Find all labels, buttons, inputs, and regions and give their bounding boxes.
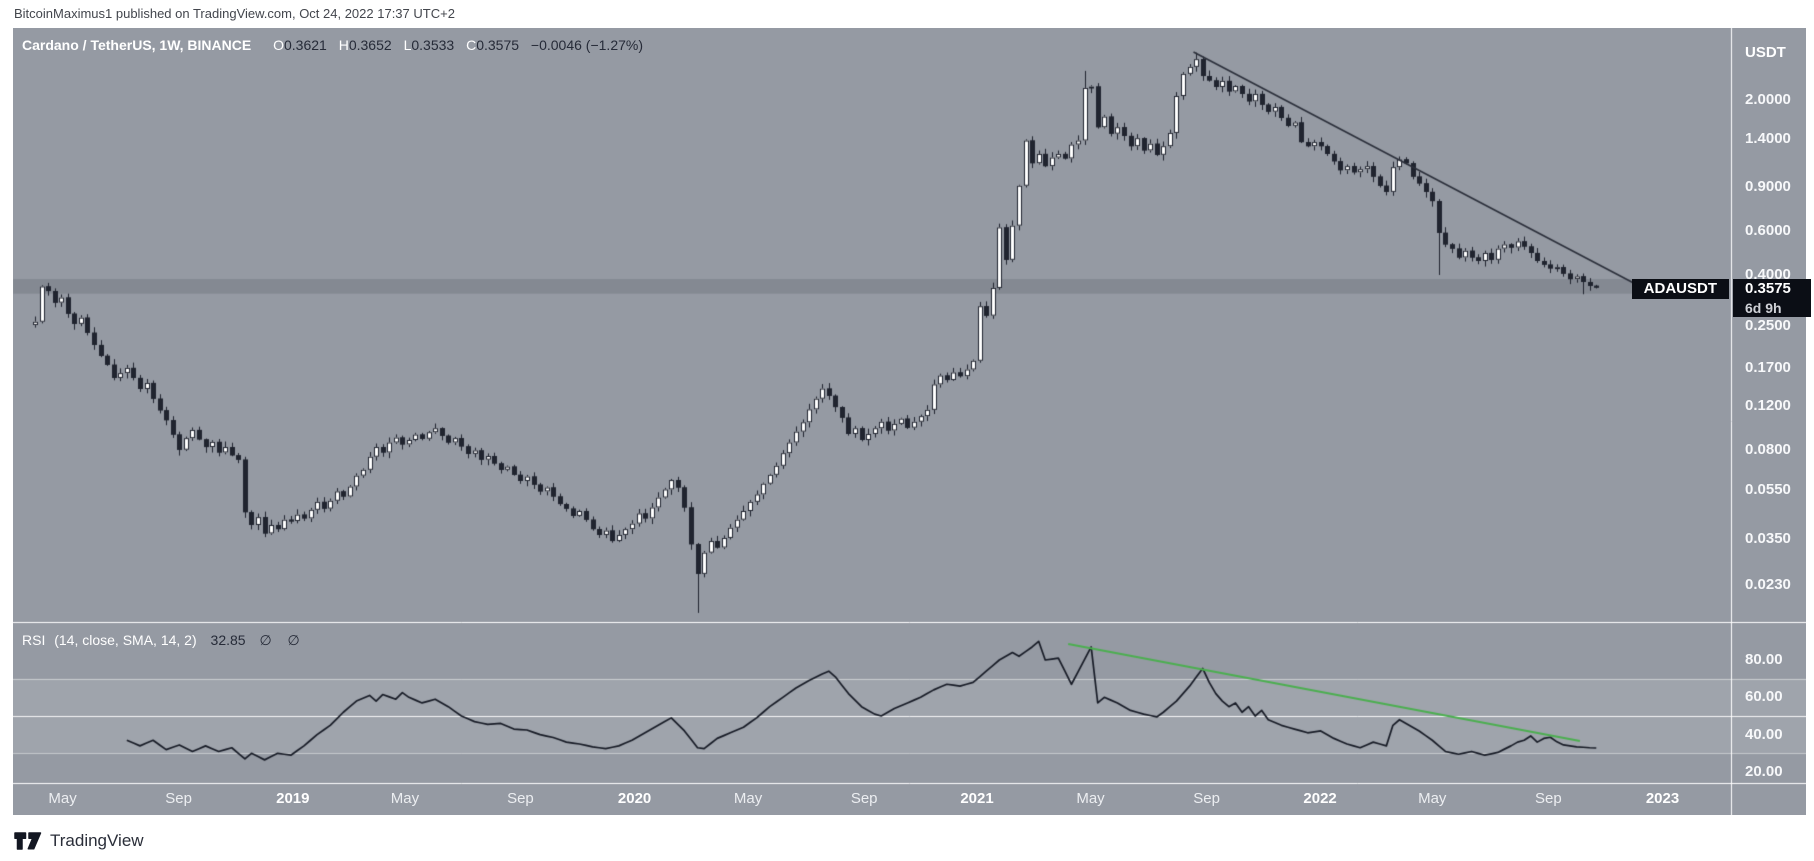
price-axis-label: 0.2500	[1745, 317, 1791, 334]
currency-label: USDT	[1745, 44, 1786, 61]
time-axis-label: Sep	[1535, 790, 1562, 807]
tradingview-logo-icon	[14, 832, 42, 850]
price-axis-label: 0.1700	[1745, 358, 1791, 376]
ohlc-close-label: C	[466, 37, 477, 53]
time-axis-label: 2021	[960, 790, 994, 807]
ohlc-open-label: O	[273, 37, 284, 53]
ohlc-open-value: 0.3621	[284, 37, 327, 53]
time-axis-label: 2022	[1303, 790, 1337, 807]
time-axis-label: Sep	[507, 790, 534, 807]
rsi-title: RSI	[22, 632, 46, 648]
time-axis-label: Sep	[1193, 790, 1220, 807]
time-axis-label: May	[390, 790, 420, 807]
time-axis-label: Sep	[165, 790, 193, 807]
last-price-badge: 0.3575	[1733, 279, 1811, 299]
symbol-badge: ADAUSDT	[1631, 279, 1729, 299]
price-axis-label: 1.4000	[1745, 129, 1791, 147]
symbol-title: Cardano / TetherUS, 1W, BINANCE	[22, 37, 252, 53]
rsi-axis-label: 60.00	[1745, 688, 1783, 706]
time-axis-label: 2023	[1645, 790, 1680, 807]
chart-canvas[interactable]	[13, 28, 1806, 815]
ohlc-close-value: 0.3575	[476, 37, 520, 53]
ohlc-high-label: H	[338, 37, 349, 53]
price-axis-label: 0.0800	[1745, 440, 1791, 458]
time-axis-label: May	[1418, 790, 1447, 807]
attribution-text: BitcoinMaximus1 published on TradingView…	[14, 6, 455, 21]
rsi-value: 32.85	[210, 632, 246, 648]
price-axis-label: 0.0350	[1745, 530, 1791, 548]
price-axis-label: 0.0550	[1745, 481, 1791, 499]
tradingview-logo[interactable]: TradingView	[14, 831, 144, 851]
change-value: −0.0046 (−1.27%)	[530, 37, 644, 53]
ohlc-high-value: 0.3652	[348, 37, 392, 53]
time-axis-label: 2019	[276, 790, 310, 807]
time-axis-label: May	[733, 790, 763, 807]
rsi-params: (14, close, SMA, 14, 2)	[54, 632, 197, 648]
rsi-ma-empty: ∅ ∅	[259, 632, 306, 648]
rsi-legend: RSI (14, close, SMA, 14, 2) 32.85 ∅ ∅	[22, 632, 306, 649]
time-axis-label: May	[1076, 790, 1105, 807]
rsi-axis-label: 80.00	[1745, 651, 1783, 668]
price-axis-label: 0.1200	[1745, 396, 1791, 414]
price-axis-label: 2.0000	[1745, 91, 1791, 109]
tradingview-logo-text: TradingView	[50, 831, 144, 850]
price-axis-label: 0.4000	[1745, 265, 1791, 283]
symbol-legend: Cardano / TetherUS, 1W, BINANCE O0.3621 …	[22, 37, 643, 53]
rsi-axis-label: 20.00	[1745, 763, 1783, 780]
ohlc-low-label: L	[403, 37, 412, 53]
time-axis-label: 2020	[617, 790, 652, 807]
chart-container: Cardano / TetherUS, 1W, BINANCE O0.3621 …	[13, 28, 1811, 815]
bar-countdown-badge: 6d 9h	[1733, 299, 1811, 317]
price-axis-label: 0.6000	[1745, 221, 1791, 239]
rsi-axis-label: 40.00	[1745, 725, 1783, 743]
price-axis-label: 0.0230	[1745, 576, 1791, 594]
time-axis-label: Sep	[850, 790, 878, 807]
ohlc-low-value: 0.3533	[411, 37, 455, 53]
price-axis-label: 0.9000	[1745, 177, 1791, 195]
time-axis-label: May	[48, 790, 77, 807]
